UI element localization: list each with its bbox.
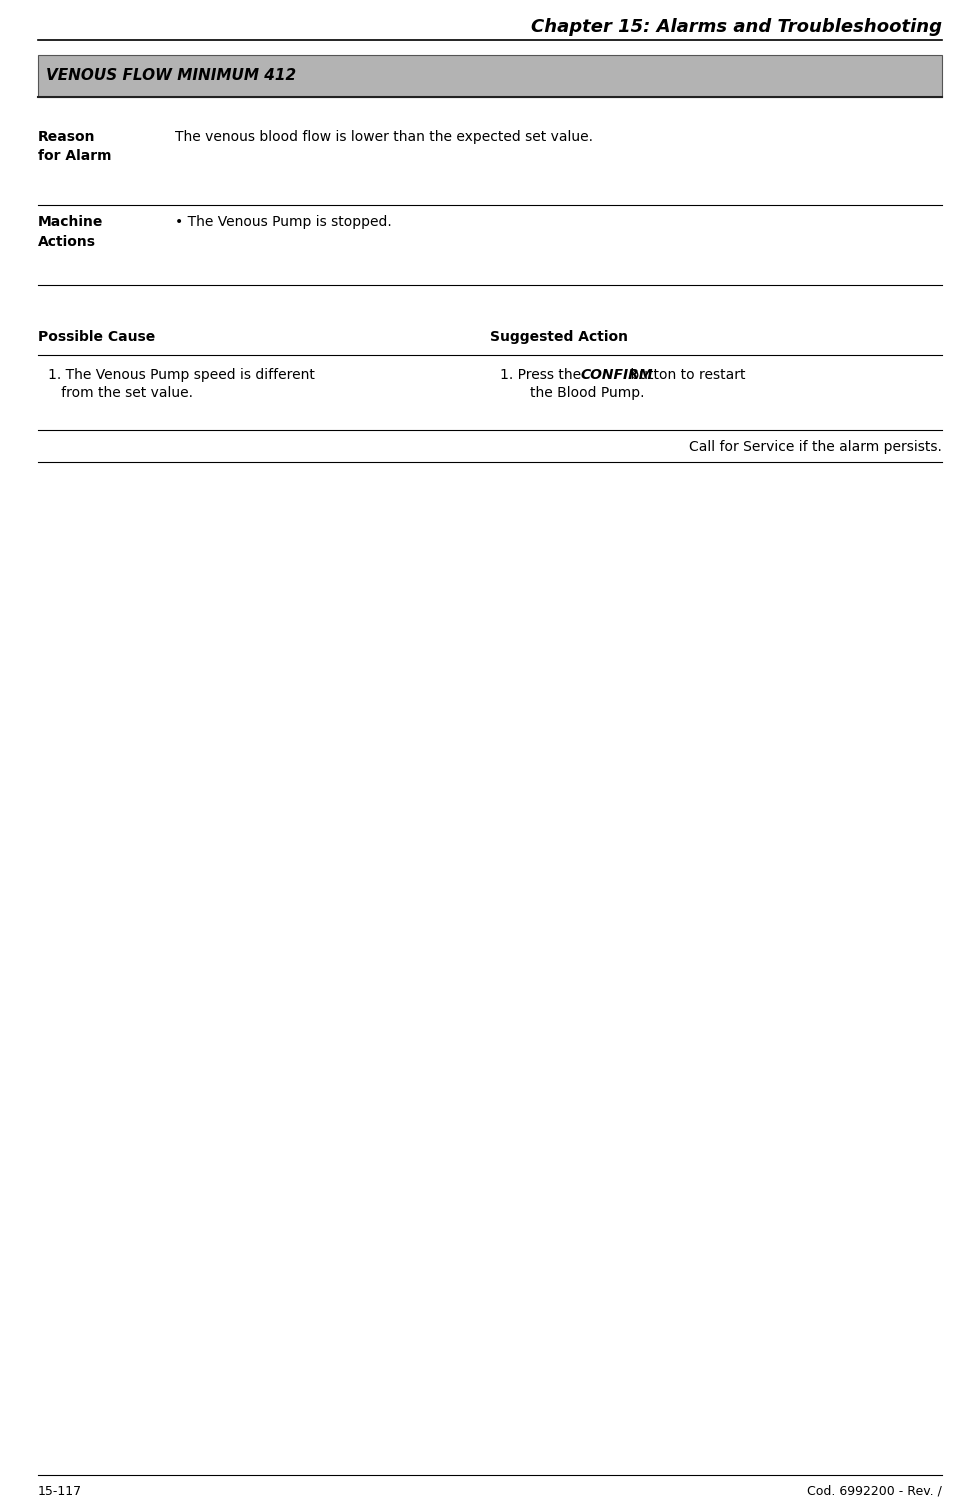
Text: VENOUS FLOW MINIMUM 412: VENOUS FLOW MINIMUM 412 [46, 69, 296, 84]
Bar [38, 56, 942, 96]
Text: from the set value.: from the set value. [48, 387, 193, 400]
Text: Chapter 15: Alarms and Troubleshooting: Chapter 15: Alarms and Troubleshooting [531, 18, 942, 36]
Text: Machine
Actions: Machine Actions [38, 215, 103, 248]
Text: The venous blood flow is lower than the expected set value.: The venous blood flow is lower than the … [175, 129, 593, 144]
Text: button to restart: button to restart [626, 368, 746, 382]
Text: 1. The Venous Pump speed is different: 1. The Venous Pump speed is different [48, 368, 315, 382]
Text: 15-117: 15-117 [38, 1484, 82, 1498]
Text: Cod. 6992200 - Rev. /: Cod. 6992200 - Rev. / [808, 1484, 942, 1498]
Text: CONFIRM: CONFIRM [580, 368, 653, 382]
Text: • The Venous Pump is stopped.: • The Venous Pump is stopped. [175, 215, 392, 229]
Text: Suggested Action: Suggested Action [490, 329, 628, 344]
Text: Reason
for Alarm: Reason for Alarm [38, 129, 112, 164]
Text: Call for Service if the alarm persists.: Call for Service if the alarm persists. [689, 441, 942, 454]
Text: 1. Press the: 1. Press the [500, 368, 585, 382]
Text: Possible Cause: Possible Cause [38, 329, 155, 344]
Text: the Blood Pump.: the Blood Pump. [530, 387, 645, 400]
